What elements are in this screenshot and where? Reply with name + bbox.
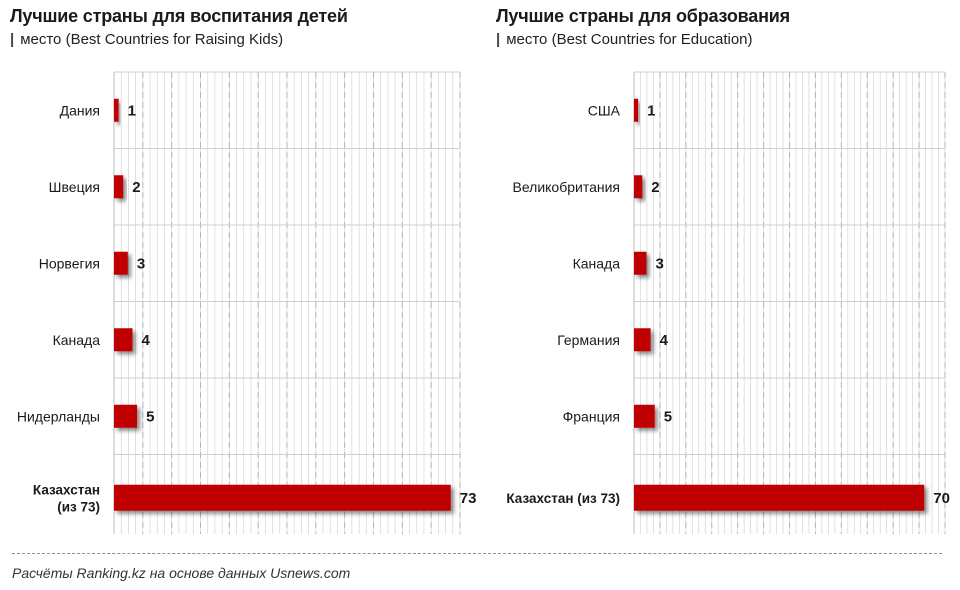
category-label: Канада	[53, 332, 101, 348]
chart-title-raising-kids: Лучшие страны для воспитания детей	[10, 6, 348, 26]
data-label: 5	[146, 408, 154, 425]
category-label: Казахстан (из 73)	[506, 491, 620, 506]
data-label: 1	[647, 102, 655, 119]
chart-subtitle-raising-kids: | место (Best Countries for Raising Kids)	[10, 31, 283, 48]
bar	[114, 484, 451, 511]
data-label: 73	[460, 490, 477, 507]
charts-canvas: 1 Дания 2 Швеция 3 Норвегия 4 Канада 5 Нидерланды…	[17, 71, 950, 534]
data-label: 4	[660, 332, 669, 349]
bar	[114, 251, 128, 275]
category-label: (из 73)	[57, 499, 100, 514]
category-label: Дания	[60, 102, 100, 118]
bar	[114, 328, 133, 352]
category-label: Швеция	[49, 179, 100, 195]
bar	[634, 404, 655, 428]
data-label: 2	[132, 179, 140, 196]
category-label: Норвегия	[39, 255, 100, 271]
data-label: 3	[655, 255, 663, 272]
category-label: Германия	[557, 332, 620, 348]
category-label: Казахстан	[33, 482, 100, 497]
bar	[114, 404, 138, 428]
subtitle-text: место (Best Countries for Education)	[506, 31, 753, 48]
subtitle-marker: |	[496, 31, 501, 48]
data-label: 2	[651, 179, 659, 196]
bar	[634, 175, 643, 199]
bar	[634, 251, 647, 275]
category-label: Великобритания	[512, 179, 620, 195]
chart-title-education: Лучшие страны для образования	[496, 6, 790, 26]
bar	[634, 328, 651, 352]
bar	[114, 98, 119, 122]
data-label: 4	[141, 332, 150, 349]
footer-divider	[12, 553, 942, 554]
chart-subtitle-education: | место (Best Countries for Education)	[496, 31, 753, 48]
bar	[114, 175, 124, 199]
source-note: Расчёты Ranking.kz на основе данных Usne…	[12, 565, 351, 581]
category-label: Франция	[563, 408, 620, 424]
category-label: Нидерланды	[17, 408, 100, 424]
category-label: США	[588, 102, 621, 118]
data-label: 1	[128, 102, 136, 119]
category-label: Канада	[573, 255, 621, 271]
bar	[634, 484, 925, 511]
data-label: 3	[137, 255, 145, 272]
data-label: 5	[664, 408, 672, 425]
bar	[634, 98, 639, 122]
data-label: 70	[933, 490, 950, 507]
subtitle-text: место (Best Countries for Raising Kids)	[20, 31, 284, 48]
subtitle-marker: |	[10, 31, 15, 48]
